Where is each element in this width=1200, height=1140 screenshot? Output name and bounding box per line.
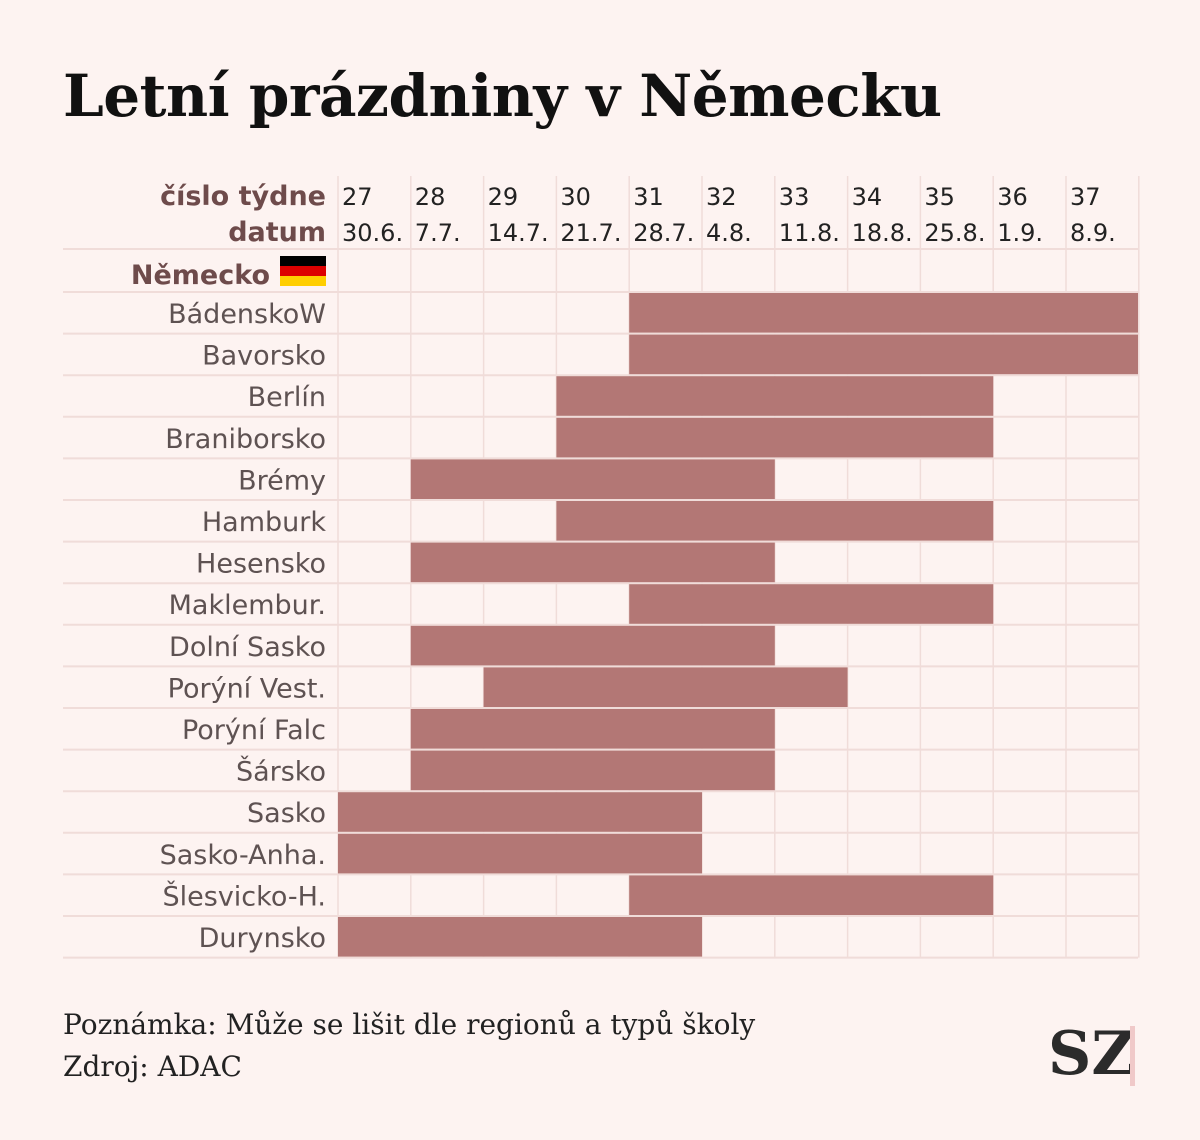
week-number-label: 36 (997, 183, 1028, 211)
row-label: Šársko (236, 756, 326, 788)
holiday-bar (556, 501, 994, 541)
footnote: Poznámka: Může se lišit dle regionů a ty… (63, 1008, 756, 1041)
row-label: Hesensko (196, 549, 326, 580)
holiday-bar (556, 417, 994, 458)
date-label: 1.9. (997, 219, 1043, 247)
date-label: 28.7. (633, 219, 694, 247)
row-label: BádenskoW (168, 299, 326, 330)
holiday-bar (338, 833, 702, 874)
date-label: 30.6. (342, 219, 403, 247)
labels: číslo týdne datum Německo 27 28 29 30 31 32 33… (131, 181, 1116, 954)
logo-accent-bar (1130, 1026, 1135, 1086)
week-number-label: 35 (924, 183, 955, 211)
holiday-bar (338, 792, 702, 832)
row-label: Berlín (248, 382, 326, 413)
chart-area: číslo týdne datum Německo 27 28 29 30 31 32 33… (63, 176, 1140, 959)
week-number-label: 30 (560, 183, 591, 211)
flag-gold-stripe (280, 276, 326, 286)
holiday-bar (629, 334, 1138, 375)
holiday-bar (629, 875, 994, 915)
row-label: Maklembur. (169, 590, 326, 621)
row-label: Porýní Vest. (168, 673, 326, 704)
row-label: Brémy (238, 465, 326, 496)
date-label: 11.8. (779, 219, 840, 247)
date-header-label: datum (228, 217, 326, 248)
row-label: Sasko (247, 798, 326, 829)
country-label: Německo (131, 260, 270, 291)
germany-flag-icon (280, 256, 326, 286)
date-label: 14.7. (488, 219, 549, 247)
date-label: 7.7. (415, 219, 461, 247)
bars (338, 293, 1138, 957)
week-number-label: 32 (706, 183, 737, 211)
holiday-bar (556, 376, 994, 416)
date-label: 25.8. (924, 219, 985, 247)
row-label: Hamburk (202, 507, 327, 538)
date-label: 21.7. (560, 219, 621, 247)
row-label: Dolní Sasko (169, 632, 326, 663)
chart-title: Letní prázdniny v Německu (63, 62, 942, 130)
holiday-bar (410, 709, 775, 749)
row-label: Braniborsko (165, 424, 326, 455)
holiday-bar (483, 667, 848, 707)
week-number-label: 37 (1070, 183, 1101, 211)
week-number-label: 34 (852, 183, 883, 211)
flag-black-stripe (280, 256, 326, 266)
week-number-label: 31 (633, 183, 664, 211)
week-number-label: 27 (342, 183, 373, 211)
row-label: Bavorsko (202, 341, 326, 372)
row-label: Šlesvicko-H. (163, 880, 327, 912)
week-number-label: 29 (488, 183, 519, 211)
holiday-bar (410, 625, 775, 666)
holiday-bar (410, 459, 775, 499)
week-number-label: 28 (415, 183, 446, 211)
row-label: Sasko-Anha. (160, 840, 326, 871)
holiday-bar (629, 584, 994, 624)
holiday-bar (338, 917, 702, 957)
date-label: 8.9. (1070, 219, 1116, 247)
date-label: 4.8. (706, 219, 752, 247)
date-label: 18.8. (852, 219, 913, 247)
flag-red-stripe (280, 266, 326, 276)
source-note: Zdroj: ADAC (63, 1050, 242, 1083)
week-header-label: číslo týdne (160, 181, 326, 212)
holiday-bar (410, 750, 775, 791)
holiday-bar (410, 542, 775, 583)
holiday-bar (629, 293, 1138, 333)
row-label: Durynsko (199, 923, 326, 954)
sz-logo: SZ (1048, 1019, 1136, 1089)
row-label: Porýní Falc (182, 715, 326, 746)
week-number-label: 33 (779, 183, 810, 211)
